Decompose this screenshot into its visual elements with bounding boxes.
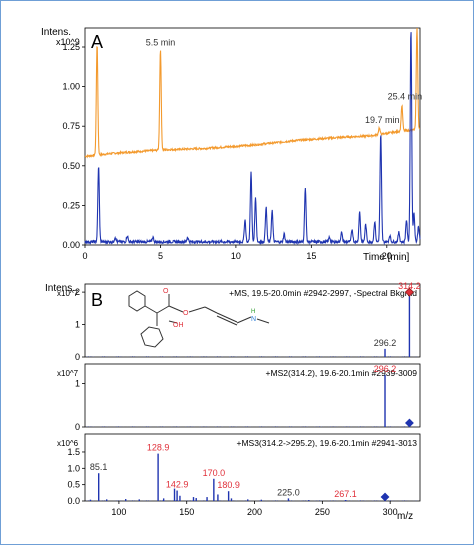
spectrum-y-tick-label: 1 (75, 320, 80, 330)
spectrum-peak-label: 142.9 (166, 480, 189, 490)
spectrum-peak-label: 314.2 (398, 281, 421, 291)
chromatogram-y-tick-label: 1.00 (62, 82, 80, 92)
structure-bond (236, 316, 252, 324)
spectrum-y-tick-label: 0.0 (67, 496, 80, 506)
structure-bond (188, 306, 206, 313)
structure-atom-o: O (183, 310, 189, 317)
structure-bond (204, 306, 218, 314)
spectrum-y-tick-label: 1 (75, 379, 80, 389)
spectrum-y-tick-label: 2 (75, 287, 80, 297)
chromatogram-panel: A Intens. x10^9 Time [min] 0.000.250.500… (41, 27, 422, 263)
spectrum-y-tick-label: 0.5 (67, 480, 80, 490)
panel-letter-a: A (91, 32, 103, 52)
chromatogram-y-tick-label: 1.25 (62, 42, 80, 52)
chromatogram-frame (84, 27, 421, 246)
chromatogram-marks: 0.00 0.25 0.50 0.75 1.00 1.25 0 5 10 15 20 5.5 min 1… (62, 27, 423, 261)
precursor-marker (380, 492, 390, 502)
spectrum-y-exponent: x10^7 (57, 369, 79, 378)
structure-bond (156, 305, 170, 314)
structure-bond (144, 305, 158, 314)
spectrum-y-exponent: x10^7 (57, 289, 79, 298)
spectra-x-label: m/z (397, 511, 413, 522)
phenyl-ring (128, 290, 146, 312)
spectrum-y-tick-label: 1.5 (67, 447, 80, 457)
structure-atom-o: O (163, 288, 169, 295)
chromatogram-x-tick-label: 20 (382, 251, 392, 261)
structure-bond (168, 320, 178, 324)
spectrum-peak-label: 296.2 (374, 338, 397, 348)
cyclohexyl-ring (140, 326, 164, 348)
chromatogram-peak-label: 19.7 min (365, 115, 400, 125)
spectrum-peak-label: 85.1 (90, 462, 108, 472)
spectrum-peak-label: 296.2 (374, 364, 397, 374)
spectra-panel: B Intens. m/z O O OH N H +MS, 19.5-20.0m… (45, 281, 421, 522)
chromatogram-peak-label: 25.4 min (388, 91, 423, 101)
spectrum-y-tick-label: 1.0 (67, 463, 80, 473)
spectrum-x-tick-label: 100 (111, 507, 126, 517)
chromatogram-peak-label: 5.5 min (146, 37, 176, 47)
chromatogram-y-exponent: x10^9 (56, 37, 80, 47)
structure-bond (168, 305, 184, 313)
spectrum-x-tick-label: 300 (383, 507, 398, 517)
chromatogram-y-tick-label: 0.00 (62, 240, 80, 250)
spectrum-peak-label: 225.0 (277, 487, 300, 497)
structure-bond (256, 318, 270, 324)
spectrum-header: +MS3(314.2->295.2), 19.6-20.1min #2941-3… (236, 438, 417, 448)
spectrum-peak-label: 128.9 (147, 443, 170, 453)
spectrum-x-tick-label: 150 (179, 507, 194, 517)
precursor-marker (404, 418, 414, 428)
chromatogram-x-label: Time [min] (363, 252, 410, 263)
spectra-y-label: Intens. (45, 283, 75, 294)
molecule-structure: O O OH N H (128, 288, 270, 348)
spectrum-y-tick-label: 0 (75, 352, 80, 362)
spectrum-y-tick-label: 0 (75, 422, 80, 432)
precursor-marker (404, 287, 414, 297)
chromatogram-y-label: Intens. (41, 27, 71, 38)
chromatogram-x-tick-label: 15 (306, 251, 316, 261)
chromatogram-trace-blue (84, 32, 421, 246)
structure-atom-h: H (251, 309, 255, 315)
chromatogram-y-tick-label: 0.75 (62, 121, 80, 131)
spectrum-peak-label: 180.9 (217, 480, 240, 490)
spectrum-x-tick-label: 250 (315, 507, 330, 517)
triple-bond (216, 315, 238, 326)
spectrum-header: +MS2(314.2), 19.6-20.1min #2939-3009 (266, 368, 418, 378)
chromatogram-x-tick-label: 10 (231, 251, 241, 261)
spectrum-x-tick-label: 200 (247, 507, 262, 517)
chromatogram-x-tick-label: 5 (158, 251, 163, 261)
spectrum-y-exponent: x10^6 (57, 439, 79, 448)
spectra-marks: +MS, 19.5-20.0min #2942-2997, -Spectral … (57, 281, 421, 517)
spectrum-header: +MS, 19.5-20.0min #2942-2997, -Spectral … (229, 288, 417, 298)
triple-bond (216, 312, 238, 323)
chromatogram-x-tick-label: 0 (82, 251, 87, 261)
structure-atom-n: N (251, 316, 256, 323)
chromatogram-trace-orange (84, 27, 421, 159)
panel-letter-b: B (91, 290, 103, 310)
spectrum-peak-label: 170.0 (203, 468, 226, 478)
structure-atom-oh: OH (173, 322, 184, 329)
spectrum-peak-label: 267.1 (334, 489, 357, 499)
chromatogram-y-tick-label: 0.25 (62, 200, 80, 210)
chromatogram-y-tick-label: 0.50 (62, 161, 80, 171)
